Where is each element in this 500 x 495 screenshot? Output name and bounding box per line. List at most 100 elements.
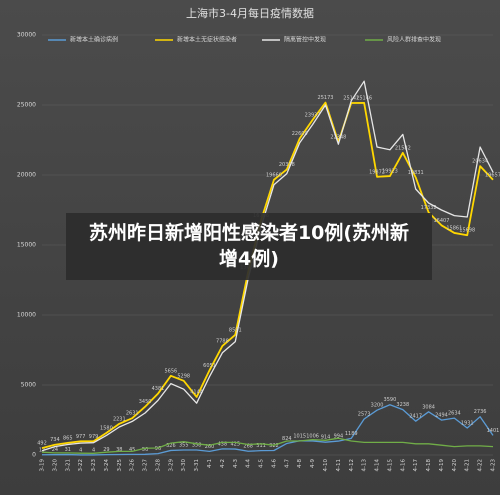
x-tick-label: 3-29 — [168, 459, 174, 472]
data-label: 4144 — [190, 389, 203, 395]
data-label: 29 — [103, 447, 109, 453]
data-label: 1931 — [461, 420, 474, 426]
x-tick-label: 4-7 — [284, 459, 290, 468]
data-label: 5298 — [177, 373, 190, 379]
data-label: 4 — [79, 447, 82, 453]
data-label: 3590 — [384, 397, 397, 403]
x-tick-label: 4-20 — [452, 459, 458, 472]
data-label: 25146 — [356, 95, 372, 101]
x-tick-label: 4-9 — [310, 459, 316, 468]
data-label: 19657 — [485, 172, 500, 178]
data-label: 25141 — [343, 96, 359, 102]
series-line — [41, 80, 494, 452]
x-tick-label: 3-23 — [91, 459, 97, 472]
data-label: 2494 — [435, 413, 448, 419]
data-label: 31 — [65, 447, 71, 453]
data-label: 994 — [334, 434, 344, 440]
data-label: 22348 — [330, 135, 346, 141]
x-tick-label: 4-1 — [207, 459, 213, 468]
data-label: 425 — [231, 442, 241, 448]
data-label: 355 — [179, 443, 189, 449]
legend-label: 新增本土确诊病例 — [70, 36, 118, 44]
x-tick-label: 4-14 — [375, 459, 381, 472]
y-tick-label: 0 — [32, 452, 36, 459]
data-label: 21582 — [395, 145, 411, 151]
data-label: 1189 — [345, 431, 358, 437]
x-tick-label: 4-11 — [336, 459, 342, 471]
x-tick-label: 3-31 — [194, 459, 200, 471]
data-label: 4381 — [152, 386, 165, 392]
data-label: 15698 — [459, 228, 475, 234]
x-tick-label: 3-24 — [104, 459, 110, 472]
data-label: 3200 — [371, 403, 384, 409]
data-label: 19660 — [266, 172, 282, 178]
data-label: 2573 — [358, 411, 371, 417]
x-tick-label: 4-3 — [233, 459, 239, 468]
x-tick-label: 3-28 — [155, 459, 161, 472]
x-tick-label: 4-2 — [220, 459, 226, 468]
x-tick-label: 4-23 — [491, 459, 497, 472]
data-label: 17332 — [421, 205, 437, 211]
x-tick-label: 4-12 — [349, 459, 355, 471]
data-label: 3238 — [396, 402, 409, 408]
data-label: 4 — [92, 447, 95, 453]
data-label: 19923 — [382, 169, 398, 175]
data-label: 16407 — [434, 218, 450, 224]
x-tick-label: 3-21 — [65, 459, 71, 471]
series-line — [41, 404, 494, 456]
data-label: 15861 — [446, 225, 462, 231]
x-tick-label: 3-26 — [130, 459, 136, 472]
y-tick-label: 5000 — [21, 382, 36, 389]
x-tick-label: 4-18 — [426, 459, 432, 472]
y-tick-label: 20000 — [17, 172, 36, 179]
data-label: 322 — [269, 443, 279, 449]
x-tick-label: 4-16 — [400, 459, 406, 472]
x-tick-label: 4-13 — [362, 459, 368, 472]
data-label: 6051 — [203, 363, 216, 369]
x-tick-label: 4-8 — [297, 459, 303, 468]
y-tick-label: 10000 — [17, 312, 36, 319]
data-label: 22609 — [292, 131, 308, 137]
caption: 苏州昨日新增阳性感染者10例(苏州新增4例) — [66, 213, 432, 280]
data-label: 25173 — [318, 95, 334, 101]
data-label: 2631 — [126, 411, 139, 417]
data-label: 914 — [321, 435, 331, 441]
data-label: 2736 — [474, 409, 487, 415]
y-tick-label: 15000 — [17, 242, 36, 249]
x-tick-label: 4-21 — [465, 459, 471, 471]
data-label: 2231 — [113, 416, 126, 422]
x-tick-label: 4-6 — [271, 459, 277, 468]
x-tick-label: 4-15 — [387, 459, 393, 472]
x-tick-label: 3-20 — [52, 459, 58, 472]
series-line — [41, 101, 494, 449]
x-tick-label: 3-22 — [78, 459, 84, 471]
data-label: 5656 — [164, 368, 177, 374]
data-label: 2634 — [448, 411, 461, 417]
data-label: 19831 — [408, 170, 424, 176]
x-tick-label: 3-27 — [143, 459, 149, 472]
x-tick-label: 4-4 — [246, 459, 252, 468]
data-label: 3450 — [139, 399, 152, 405]
data-label: 1015 — [293, 433, 306, 439]
data-label: 1401 — [487, 428, 500, 434]
data-label: 824 — [282, 436, 292, 442]
data-label: 96 — [155, 446, 161, 452]
series-line — [41, 437, 494, 454]
data-label: 977 — [76, 434, 86, 440]
data-label: 1580 — [100, 425, 113, 431]
x-tick-label: 4-17 — [413, 459, 419, 472]
data-label: 865 — [63, 435, 73, 441]
data-label: 19872 — [369, 169, 385, 175]
data-label: 268 — [243, 444, 253, 450]
data-label: 260 — [205, 444, 215, 450]
data-label: 438 — [218, 441, 228, 447]
data-label: 326 — [166, 443, 176, 449]
data-label: 38 — [116, 447, 122, 453]
data-label: 358 — [192, 442, 202, 448]
data-label: 45 — [129, 447, 135, 453]
x-tick-label: 4-22 — [478, 459, 484, 471]
data-label: 734 — [50, 437, 60, 443]
data-label: 50 — [142, 447, 148, 453]
x-tick-label: 4-5 — [259, 459, 265, 468]
